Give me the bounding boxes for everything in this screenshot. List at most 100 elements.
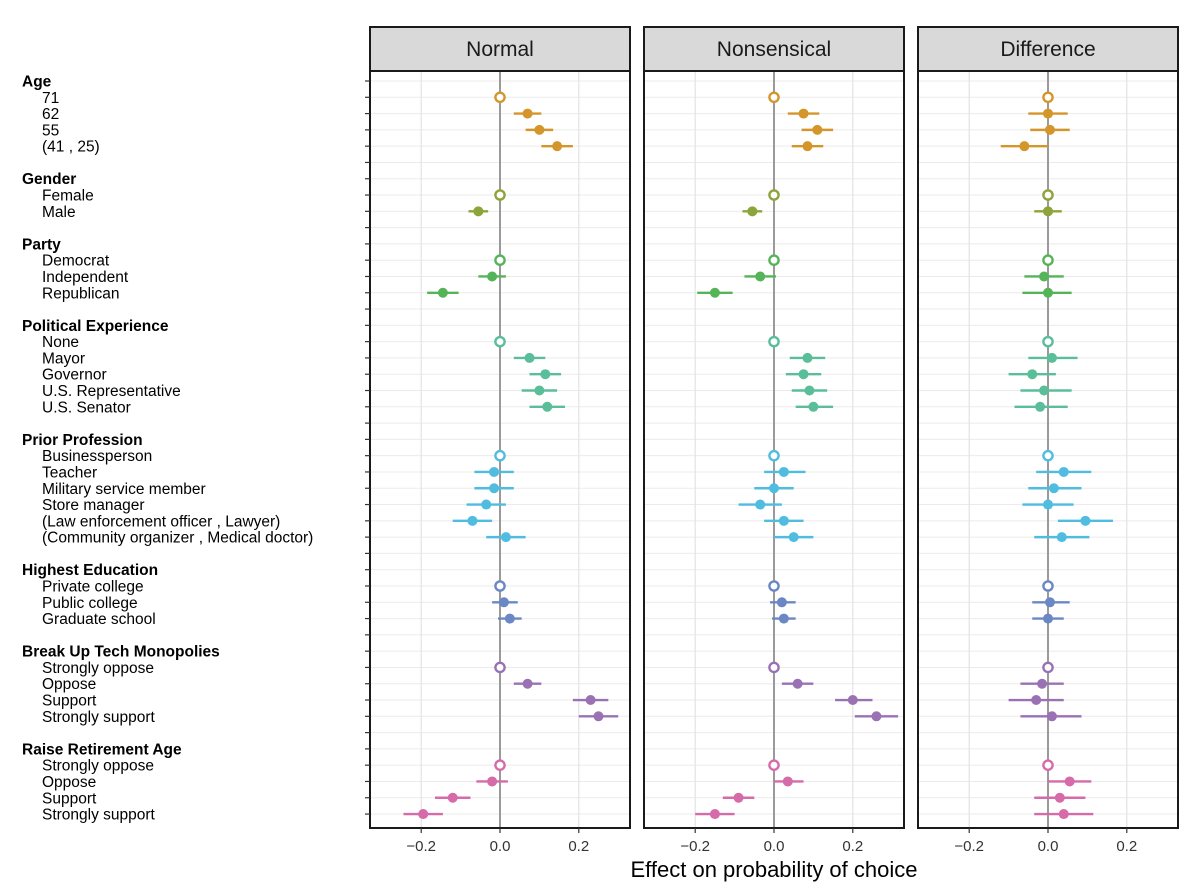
reference-point: [494, 580, 506, 592]
estimate-point: [1080, 515, 1091, 526]
estimate-point: [1058, 466, 1069, 477]
reference-point: [1042, 91, 1054, 104]
estimate-point: [1039, 385, 1050, 396]
panel-title: Normal: [466, 38, 534, 61]
estimate-point: [489, 483, 500, 494]
level-label: Male: [42, 204, 76, 221]
level-label: Oppose: [42, 676, 96, 693]
estimate-point: [1043, 287, 1053, 298]
level-label: Republican: [42, 285, 120, 302]
estimate-point: [522, 108, 533, 119]
estimate-point: [522, 678, 533, 689]
reference-point: [1042, 449, 1054, 462]
estimate-point: [709, 287, 720, 298]
estimate-point: [812, 124, 823, 135]
estimate-point: [1043, 499, 1053, 510]
group-label: Age: [22, 74, 52, 91]
estimate-point: [1046, 352, 1057, 363]
level-label: Independent: [42, 269, 129, 286]
estimate-point: [534, 124, 545, 135]
reference-point: [494, 449, 506, 462]
estimate-point: [540, 369, 551, 380]
estimate-point: [1027, 369, 1038, 380]
x-tick-label: 0.2: [568, 838, 589, 855]
level-label: 55: [42, 122, 59, 139]
x-tick-label: −0.2: [406, 838, 436, 855]
level-label: Governor: [42, 367, 107, 384]
level-label: None: [42, 334, 79, 351]
estimate-point: [798, 108, 809, 119]
x-axis-title: Effect on probability of choice: [631, 857, 918, 882]
estimate-point: [1058, 809, 1069, 820]
x-tick-label: 0.2: [842, 838, 863, 855]
level-label: Graduate school: [42, 611, 156, 628]
estimate-point: [778, 515, 789, 526]
level-label: Teacher: [42, 464, 97, 481]
estimate-point: [802, 352, 813, 363]
estimate-point: [1019, 141, 1030, 152]
estimate-point: [1037, 678, 1048, 689]
level-label: U.S. Representative: [42, 383, 181, 400]
panel-title: Nonsensical: [717, 38, 831, 61]
level-label: Public college: [42, 595, 138, 612]
estimate-point: [542, 401, 553, 412]
level-label: Support: [42, 693, 97, 710]
estimate-point: [733, 792, 744, 803]
x-tick-label: 0.0: [1038, 838, 1059, 855]
level-label: Store manager: [42, 497, 145, 514]
estimate-point: [709, 809, 720, 820]
level-label: (Law enforcement officer , Lawyer): [42, 513, 280, 530]
estimate-point: [534, 385, 545, 396]
estimate-point: [500, 532, 511, 543]
estimate-point: [489, 466, 500, 477]
estimate-point: [418, 809, 429, 820]
estimate-point: [792, 678, 803, 689]
estimate-point: [778, 613, 789, 624]
group-label: Break Up Tech Monopolies: [22, 644, 220, 661]
reference-point: [1042, 335, 1054, 348]
estimate-point: [1048, 483, 1059, 494]
group-label: Political Experience: [22, 318, 169, 335]
group-label: Gender: [22, 171, 76, 188]
level-label: Businessperson: [42, 448, 152, 465]
reference-point: [1042, 580, 1054, 592]
estimate-point: [871, 711, 882, 722]
reference-point: [768, 449, 780, 462]
reference-point: [494, 759, 506, 771]
estimate-point: [447, 792, 458, 803]
reference-point: [768, 335, 780, 348]
reference-point: [1042, 759, 1054, 771]
x-tick-label: 0.0: [764, 838, 785, 855]
estimate-point: [585, 695, 596, 706]
level-label: Strongly oppose: [42, 758, 154, 775]
estimate-point: [776, 597, 787, 608]
panel-strip: [369, 26, 631, 72]
reference-point: [494, 661, 506, 674]
estimate-point: [498, 597, 509, 608]
level-label: Mayor: [42, 350, 85, 367]
reference-point: [768, 91, 780, 104]
estimate-point: [487, 271, 498, 282]
estimate-point: [1035, 401, 1046, 412]
estimate-point: [747, 206, 758, 217]
level-label: Military service member: [42, 481, 206, 498]
x-tick-label: −0.2: [680, 838, 710, 855]
estimate-point: [1054, 792, 1065, 803]
panel-title: Difference: [1000, 38, 1095, 61]
level-label: Oppose: [42, 774, 96, 791]
reference-point: [768, 189, 780, 201]
level-label: Female: [42, 188, 94, 205]
estimate-point: [481, 499, 492, 510]
estimate-point: [524, 352, 535, 363]
estimate-point: [1039, 271, 1050, 282]
estimate-point: [437, 287, 448, 298]
estimate-point: [808, 401, 819, 412]
reference-point: [768, 661, 780, 674]
reference-point: [768, 759, 780, 771]
estimate-point: [1064, 776, 1075, 787]
level-label: 62: [42, 106, 59, 123]
reference-point: [768, 254, 780, 266]
estimate-point: [1043, 206, 1053, 217]
estimate-point: [1044, 597, 1055, 608]
